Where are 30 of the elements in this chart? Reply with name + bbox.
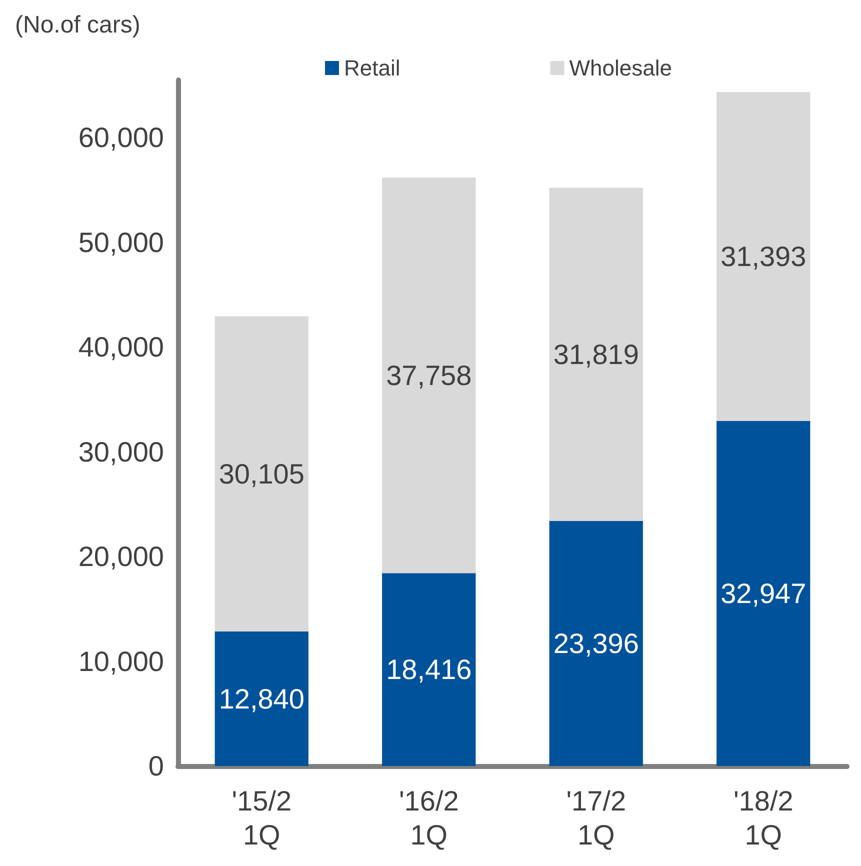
y-axis-title: (No.of cars) bbox=[15, 12, 140, 38]
y-tick-label: 30,000 bbox=[78, 436, 164, 468]
data-label: 31,393 bbox=[720, 241, 806, 272]
legend-label: Wholesale bbox=[569, 56, 672, 80]
x-tick-label: '15/2 1Q bbox=[232, 786, 292, 850]
bar bbox=[214, 316, 308, 632]
bar bbox=[716, 420, 810, 766]
bar bbox=[716, 92, 810, 421]
x-tick-label: '17/2 1Q bbox=[566, 786, 626, 850]
bar bbox=[549, 188, 643, 521]
data-label: 31,819 bbox=[553, 338, 639, 370]
x-tick-label: '18/2 1Q bbox=[733, 786, 794, 850]
legend-label: Retail bbox=[344, 56, 400, 80]
y-tick-label: 60,000 bbox=[78, 122, 164, 154]
data-label: 18,416 bbox=[386, 654, 472, 686]
data-label: 23,396 bbox=[553, 628, 639, 659]
y-tick-label: 20,000 bbox=[78, 541, 164, 572]
bar bbox=[382, 573, 476, 766]
data-label: 12,840 bbox=[218, 683, 304, 714]
y-tick-label: 50,000 bbox=[78, 226, 164, 258]
data-label: 37,758 bbox=[386, 360, 472, 391]
data-label: 30,105 bbox=[218, 458, 304, 490]
bar bbox=[549, 520, 643, 766]
y-tick-label: 10,000 bbox=[78, 646, 164, 677]
bar bbox=[214, 632, 308, 766]
y-tick-label: 0 bbox=[148, 750, 164, 782]
x-tick-label: '16/2 1Q bbox=[398, 786, 459, 850]
bar bbox=[382, 178, 476, 574]
y-tick-label: 40,000 bbox=[78, 332, 164, 363]
data-label: 32,947 bbox=[720, 578, 806, 609]
